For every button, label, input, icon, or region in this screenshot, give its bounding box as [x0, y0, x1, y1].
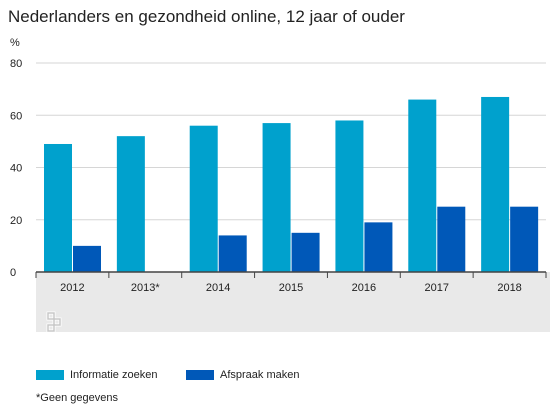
- legend-item-afspraak-maken: Afspraak maken: [186, 369, 299, 381]
- bar-chart: 0 20 40 60 80 2012 2013* 2014 2015 2016 2017 2018: [10, 58, 547, 294]
- bar-informatie-zoeken-2017: [408, 99, 437, 272]
- y-tick-label-40: 40: [10, 163, 22, 175]
- legend-swatch-informatie-zoeken: [36, 370, 64, 380]
- x-tick-label-2018: 2018: [497, 282, 521, 294]
- bar-afspraak-maken-2016: [364, 222, 393, 272]
- x-tick-label-2014: 2014: [206, 282, 230, 294]
- cbs-logo-icon: [46, 311, 62, 333]
- x-axis-band: [36, 272, 550, 332]
- legend-item-informatie-zoeken: Informatie zoeken: [36, 369, 157, 381]
- bar-informatie-zoeken-2015: [262, 123, 291, 273]
- x-tick-label-2012: 2012: [60, 282, 84, 294]
- x-tick-label-2013: 2013*: [131, 282, 160, 294]
- x-tick-label-2016: 2016: [352, 282, 376, 294]
- x-tick-label-2017: 2017: [424, 282, 448, 294]
- x-tick-label-2015: 2015: [279, 282, 303, 294]
- bar-informatie-zoeken-2012: [44, 143, 72, 272]
- y-tick-label-60: 60: [10, 110, 22, 122]
- legend-label-informatie-zoeken: Informatie zoeken: [70, 369, 158, 381]
- bar-informatie-zoeken-2013: [116, 136, 145, 272]
- bar-informatie-zoeken-2014: [189, 125, 218, 272]
- bar-afspraak-maken-2012: [73, 245, 101, 272]
- bar-afspraak-maken-2017: [437, 206, 466, 272]
- bar-afspraak-maken-2015: [291, 232, 320, 272]
- y-tick-label-0: 0: [10, 267, 16, 279]
- legend-label-afspraak-maken: Afspraak maken: [220, 369, 300, 381]
- chart-title: Nederlanders en gezondheid online, 12 ja…: [8, 7, 405, 26]
- bar-afspraak-maken-2014: [218, 235, 247, 272]
- legend-swatch-afspraak-maken: [186, 370, 214, 380]
- y-tick-label-20: 20: [10, 215, 22, 227]
- y-tick-label-80: 80: [10, 58, 22, 70]
- bar-afspraak-maken-2018: [510, 206, 539, 272]
- bar-informatie-zoeken-2018: [481, 96, 510, 273]
- footnote: *Geen gegevens: [36, 392, 118, 404]
- bar-informatie-zoeken-2016: [335, 120, 364, 272]
- y-axis-unit: %: [10, 37, 20, 49]
